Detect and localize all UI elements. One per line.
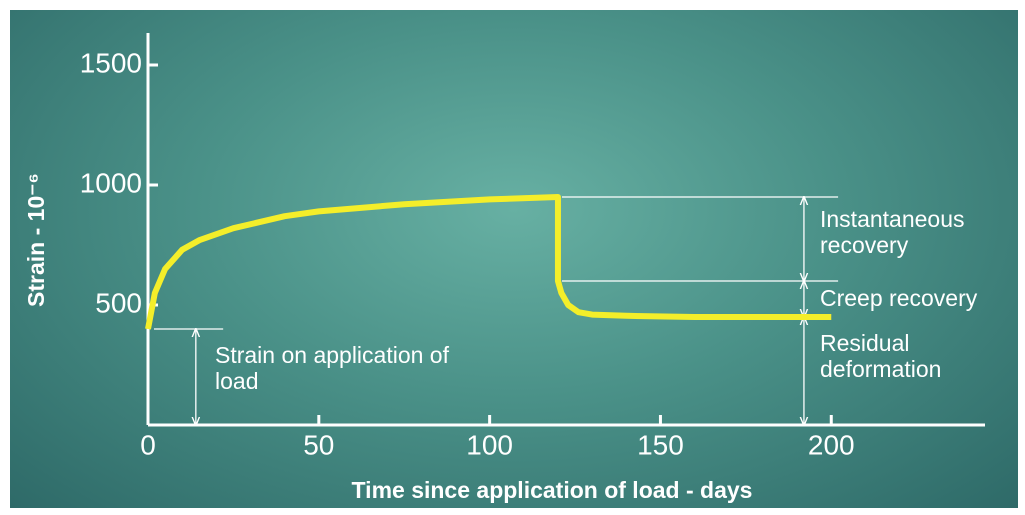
y-tick-label: 1500: [80, 47, 142, 78]
x-axis-title: Time since application of load - days: [352, 477, 753, 503]
y-tick-label: 500: [95, 287, 142, 318]
x-tick-label: 150: [637, 429, 684, 460]
chart: Time since application of load - days St…: [23, 33, 985, 503]
annotation: Strain on application of load: [215, 342, 449, 394]
y-axis-title: Strain - 10⁻⁶: [23, 173, 49, 307]
x-tick-label: 0: [140, 429, 156, 460]
chart-panel: Time since application of load - days St…: [10, 10, 1018, 508]
strain-line: [145, 194, 832, 330]
annotation: Instantaneous recovery: [820, 206, 965, 258]
annotation: Creep recovery: [820, 285, 978, 311]
y-tick-label: 1000: [80, 167, 142, 198]
x-tick-label: 200: [808, 429, 855, 460]
x-tick-label: 50: [303, 429, 334, 460]
annotation: Residual deformation: [820, 330, 942, 382]
x-tick-label: 100: [466, 429, 513, 460]
